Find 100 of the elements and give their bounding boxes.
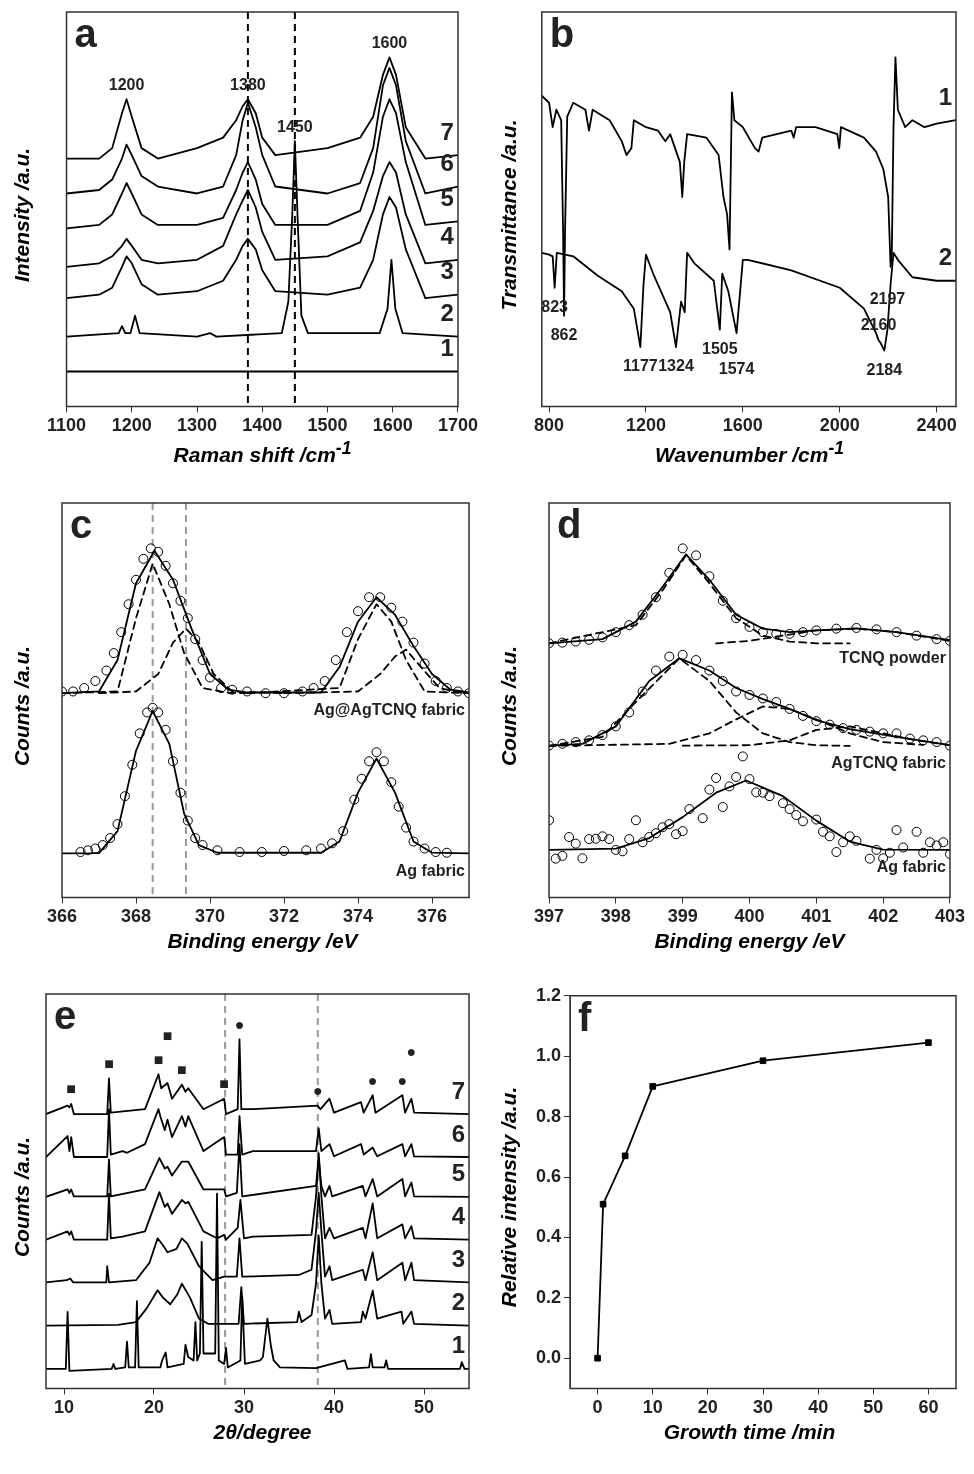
y-axis-title: Counts /a.u.	[10, 1136, 34, 1258]
y-axis-title: Transmittance /a.u.	[497, 119, 521, 311]
x-tick-label: 30	[753, 1397, 774, 1418]
series-label: 1	[440, 334, 454, 362]
y-tick-label: 0.6	[535, 1165, 562, 1186]
series-label: 7	[451, 1076, 465, 1104]
x-tick-label: 398	[600, 906, 631, 927]
x-axis-title: Raman shift /cm$^{-1}$	[172, 438, 353, 467]
x-tick-label: 10	[53, 1397, 75, 1418]
x-tick-label: 1500	[307, 415, 348, 436]
annotation: ■	[66, 1080, 77, 1098]
x-tick-label: 40	[323, 1397, 345, 1418]
x-tick-label: 0	[592, 1397, 603, 1418]
series-label: 2	[440, 299, 454, 327]
y-axis-title: Intensity /a.u.	[10, 147, 34, 283]
annotation: 1200	[108, 75, 145, 93]
y-axis-title: Counts /a.u.	[10, 645, 34, 767]
y-tick-label: 0.2	[535, 1286, 562, 1307]
annotation: 1177	[623, 357, 658, 375]
series-label: 6	[451, 1119, 465, 1147]
x-tick-label: 30	[233, 1397, 255, 1418]
series-label: 6	[440, 149, 454, 177]
annotation: ●	[397, 1071, 408, 1089]
series-label: 1	[451, 1331, 465, 1359]
x-tick-label: 1700	[437, 415, 478, 436]
x-tick-label: 2000	[819, 415, 860, 436]
series-label: 3	[440, 257, 454, 285]
x-axis-title: Growth time /min	[662, 1420, 837, 1444]
annotation: ■	[219, 1075, 230, 1093]
series-label: 3	[451, 1244, 465, 1272]
x-tick-label: 1100	[46, 415, 87, 436]
annotation: TCNQ powder	[839, 648, 946, 666]
annotation: ●	[312, 1082, 323, 1100]
y-tick-label: 0.8	[535, 1105, 562, 1126]
x-axis-title: Binding energy /eV	[653, 929, 847, 953]
annotation: ■	[177, 1061, 187, 1079]
series-label: 1	[938, 82, 952, 110]
x-tick-label: 403	[934, 906, 966, 927]
series-label: 5	[440, 184, 454, 212]
x-tick-label: 50	[863, 1397, 884, 1418]
chart-title: c	[70, 502, 93, 547]
x-tick-label: 1300	[176, 415, 218, 436]
x-tick-label: 1200	[625, 415, 666, 436]
y-axis-title: Counts /a.u.	[497, 645, 521, 767]
y-axis-title: Relative intensity /a.u.	[497, 1086, 521, 1308]
chart-title: d	[557, 502, 582, 547]
annotation: 1505	[702, 340, 738, 358]
x-axis-title: 2θ/degree	[212, 1420, 313, 1444]
x-tick-label: 1400	[242, 415, 283, 436]
x-tick-label: 1600	[372, 415, 413, 436]
y-tick-label: 1.2	[535, 984, 562, 1005]
annotation: ●	[406, 1043, 417, 1061]
annotation: 1324	[658, 357, 694, 375]
series-label: 2	[938, 243, 952, 271]
x-tick-label: 368	[120, 906, 152, 927]
x-tick-label: 20	[143, 1397, 165, 1418]
x-tick-label: 370	[194, 906, 226, 927]
x-tick-label: 60	[918, 1397, 939, 1418]
annotation: Ag fabric	[876, 858, 947, 876]
x-tick-label: 401	[801, 906, 832, 927]
annotation: 2184	[866, 360, 903, 378]
x-tick-label: 372	[268, 906, 300, 927]
annotation: ■	[104, 1054, 114, 1072]
x-tick-label: 366	[46, 906, 78, 927]
chart-title: f	[578, 994, 593, 1039]
annotation: 1380	[230, 75, 266, 93]
series-label: 7	[440, 117, 454, 145]
annotation: AgTCNQ fabric	[831, 753, 947, 771]
chart-title: e	[54, 993, 77, 1038]
annotation: 1450	[277, 117, 313, 135]
chart-title: b	[549, 11, 575, 56]
x-axis-title: Wavenumber /cm$^{-1}$	[653, 438, 846, 467]
annotation: Ag@AgTCNQ fabric	[313, 700, 466, 718]
annotation: ●	[234, 1015, 245, 1033]
series-label: 4	[440, 222, 455, 250]
x-tick-label: 397	[533, 906, 565, 927]
series-label: 5	[451, 1159, 465, 1187]
series-label: 2	[451, 1288, 465, 1316]
x-tick-label: 1600	[722, 415, 763, 436]
x-tick-label: 1200	[111, 415, 152, 436]
x-tick-label: 10	[642, 1397, 663, 1418]
annotation: ■	[162, 1027, 173, 1045]
y-tick-label: 0.0	[535, 1347, 562, 1368]
annotation: 1574	[718, 359, 755, 377]
x-tick-label: 400	[734, 906, 765, 927]
x-tick-label: 800	[534, 415, 565, 436]
annotation: Ag fabric	[395, 861, 466, 879]
x-tick-label: 2400	[916, 415, 957, 436]
x-tick-label: 50	[413, 1397, 435, 1418]
annotation: 862	[550, 326, 578, 344]
y-tick-label: 1.0	[535, 1045, 562, 1066]
x-tick-label: 374	[342, 906, 374, 927]
series-label: 4	[451, 1202, 466, 1230]
y-tick-label: 0.4	[535, 1226, 562, 1247]
x-axis-title: Binding energy /eV	[166, 929, 360, 953]
x-tick-label: 20	[697, 1397, 718, 1418]
x-tick-label: 376	[416, 906, 448, 927]
x-tick-label: 40	[808, 1397, 829, 1418]
annotation: 1600	[371, 33, 408, 51]
chart-title: a	[74, 11, 98, 56]
